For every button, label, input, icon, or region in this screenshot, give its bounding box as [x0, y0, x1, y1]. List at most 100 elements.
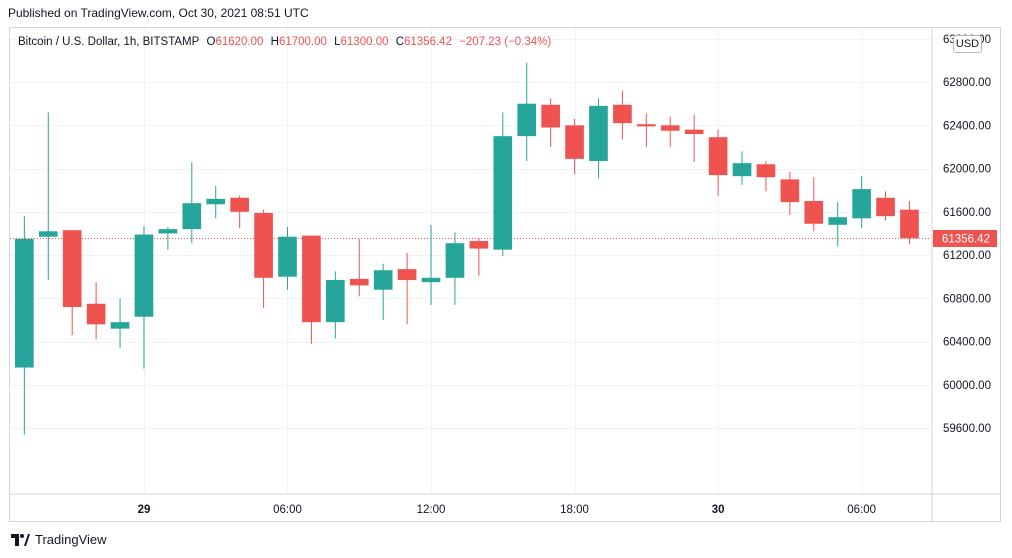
candle[interactable] — [373, 263, 393, 320]
candle[interactable] — [421, 224, 441, 305]
brand-name: TradingView — [35, 532, 107, 547]
candle[interactable] — [613, 90, 632, 140]
candle[interactable] — [804, 177, 824, 232]
candle[interactable] — [852, 176, 871, 229]
candle[interactable] — [326, 271, 345, 339]
candle[interactable] — [756, 161, 776, 192]
candle-body — [110, 322, 130, 329]
candle[interactable] — [302, 235, 321, 344]
candle[interactable] — [636, 113, 656, 147]
candle[interactable] — [182, 162, 202, 244]
y-tick-label: 60000.00 — [943, 380, 991, 392]
candle[interactable] — [15, 216, 34, 435]
candle-body — [230, 197, 249, 212]
last-price-tag-bg — [933, 230, 997, 247]
candle-body — [636, 124, 656, 127]
candle-body — [373, 270, 393, 290]
candle[interactable] — [349, 238, 369, 297]
y-tick-label: 62000.00 — [943, 164, 991, 176]
currency-badge[interactable]: USD — [953, 35, 982, 53]
x-tick-label: 06:00 — [847, 504, 876, 516]
candle[interactable] — [278, 226, 297, 290]
candle-body — [469, 241, 489, 249]
candle[interactable] — [134, 225, 154, 369]
legend-high-value: 61700.00 — [278, 36, 327, 48]
candle-body — [302, 235, 321, 323]
candle-body — [780, 179, 800, 203]
candle[interactable] — [684, 114, 704, 163]
candle[interactable] — [732, 151, 752, 185]
y-tick-label: 60800.00 — [943, 293, 991, 305]
candle-body — [900, 209, 919, 239]
candle[interactable] — [660, 116, 680, 147]
candle-body — [254, 212, 273, 278]
candle-body — [493, 136, 513, 250]
published-info: Published on TradingView.com, Oct 30, 20… — [8, 6, 309, 20]
candle[interactable] — [589, 98, 608, 179]
candle-body — [15, 238, 34, 368]
candle-body — [326, 279, 345, 323]
time-axis[interactable]: 29 06:00 12:00 18:00 30 06:00 — [138, 504, 876, 516]
last-price-tag-label: 61356.42 — [942, 234, 990, 246]
candle[interactable] — [780, 171, 800, 216]
y-tick-label: 62800.00 — [943, 77, 991, 89]
candle[interactable] — [541, 98, 560, 147]
y-tick-label: 60400.00 — [943, 337, 991, 349]
legend-open-value: 61620.00 — [215, 36, 264, 48]
y-tick-label: 61600.00 — [943, 207, 991, 219]
candle[interactable] — [565, 118, 584, 174]
chart-frame — [9, 27, 1001, 522]
candle-body — [732, 163, 752, 177]
candle[interactable] — [206, 185, 226, 219]
tradingview-brand[interactable]: TradingView — [11, 532, 107, 547]
candle-body — [828, 217, 848, 225]
x-tick-label: 18:00 — [560, 504, 589, 516]
candle[interactable] — [517, 62, 537, 162]
candle[interactable] — [230, 195, 249, 229]
legend-low-key: L — [334, 36, 341, 48]
candle[interactable] — [397, 252, 417, 325]
candle-body — [804, 201, 824, 224]
candles — [15, 62, 919, 435]
chart-legend: Bitcoin / U.S. Dollar, 1h, BITSTAMP O616… — [18, 36, 551, 48]
candle-body — [613, 104, 632, 124]
candle-body — [565, 125, 584, 159]
candle-body — [517, 103, 537, 137]
candle-body — [660, 125, 680, 131]
legend-open-key: O — [206, 36, 216, 48]
candle-body — [206, 198, 226, 205]
tradingview-logo-icon — [11, 533, 30, 546]
candle[interactable] — [62, 230, 82, 336]
candle[interactable] — [708, 129, 728, 196]
candle[interactable] — [86, 282, 106, 340]
y-tick-label: 59600.00 — [943, 423, 991, 435]
candle[interactable] — [828, 202, 848, 247]
candle-body — [756, 164, 776, 178]
candle-body — [708, 137, 728, 176]
candle[interactable] — [254, 209, 273, 309]
candle[interactable] — [110, 298, 130, 349]
candle[interactable] — [469, 237, 489, 276]
candle[interactable] — [493, 112, 513, 257]
legend-symbol: Bitcoin / U.S. Dollar, 1h, BITSTAMP — [18, 36, 200, 48]
candle[interactable] — [876, 191, 895, 221]
candle-body — [134, 234, 154, 317]
candle-body — [589, 105, 608, 162]
candle[interactable] — [445, 232, 465, 305]
x-tick-label: 06:00 — [273, 504, 302, 516]
candle-body — [158, 229, 178, 234]
x-tick-label: 12:00 — [417, 504, 446, 516]
candle-body — [445, 243, 465, 278]
candle-body — [541, 104, 560, 128]
candle-body — [62, 230, 82, 307]
candle[interactable] — [900, 201, 919, 245]
candle[interactable] — [158, 226, 178, 250]
candle[interactable] — [38, 112, 58, 280]
last-price-tag: 61356.42 — [933, 230, 997, 247]
candle-body — [182, 203, 202, 230]
candle-body — [86, 303, 106, 325]
candle-body — [421, 277, 441, 283]
candle-body — [349, 278, 369, 286]
candle-body — [852, 189, 871, 219]
